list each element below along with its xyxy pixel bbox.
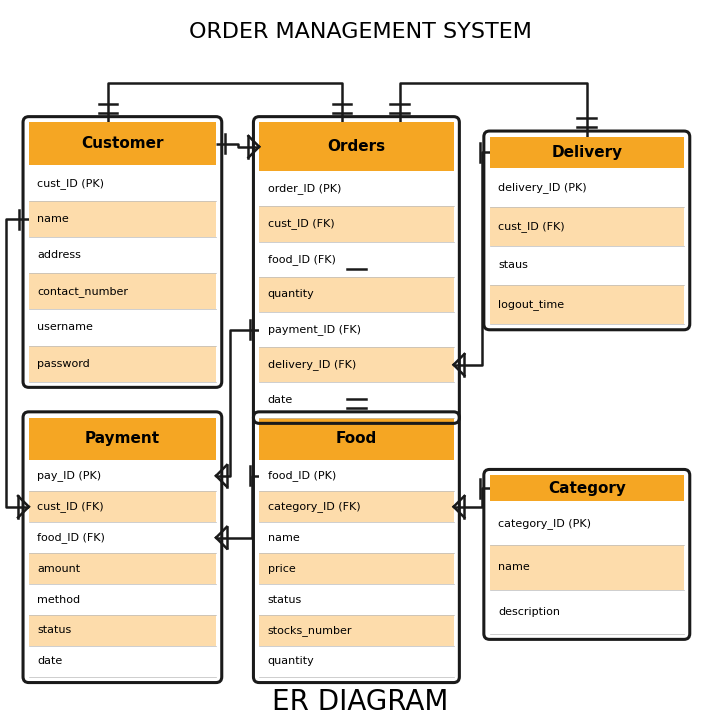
Bar	[259, 241, 454, 276]
Text: logout_time: logout_time	[498, 299, 564, 310]
Bar	[29, 460, 216, 491]
Text: cust_ID (PK): cust_ID (PK)	[37, 178, 104, 189]
Text: address: address	[37, 251, 81, 261]
Text: name: name	[268, 533, 300, 543]
Bar	[259, 312, 454, 347]
Bar	[490, 246, 684, 285]
Text: status: status	[268, 595, 302, 605]
Text: date: date	[37, 657, 63, 666]
Bar	[490, 546, 684, 590]
Bar	[29, 201, 216, 238]
Bar	[29, 522, 216, 553]
Text: name: name	[498, 562, 530, 572]
Text: staus: staus	[498, 261, 528, 271]
Text: price: price	[268, 564, 296, 574]
Text: food_ID (FK): food_ID (FK)	[37, 532, 105, 543]
Text: pay_ID (PK): pay_ID (PK)	[37, 470, 102, 481]
Bar	[259, 207, 454, 241]
Text: date: date	[268, 395, 293, 405]
Bar	[29, 584, 216, 615]
Bar	[490, 475, 684, 501]
Bar	[29, 165, 216, 201]
Text: Customer: Customer	[81, 136, 163, 151]
Text: Food: Food	[336, 431, 377, 446]
Bar	[259, 171, 454, 207]
Text: username: username	[37, 323, 94, 333]
Bar	[259, 347, 454, 382]
Text: password: password	[37, 359, 90, 369]
Text: category_ID (FK): category_ID (FK)	[268, 501, 361, 512]
Bar	[490, 168, 684, 207]
Bar	[29, 346, 216, 382]
Bar	[490, 207, 684, 246]
Bar	[259, 122, 454, 171]
Bar	[259, 460, 454, 491]
Bar	[490, 285, 684, 324]
Text: stocks_number: stocks_number	[268, 625, 352, 636]
Bar	[259, 276, 454, 312]
Text: food_ID (FK): food_ID (FK)	[268, 253, 336, 264]
Text: amount: amount	[37, 564, 81, 574]
Bar	[259, 491, 454, 522]
Text: Payment: Payment	[85, 431, 160, 446]
Bar	[29, 615, 216, 646]
Text: contact_number: contact_number	[37, 286, 128, 297]
Text: method: method	[37, 595, 81, 605]
Bar	[29, 491, 216, 522]
Text: Delivery: Delivery	[552, 145, 622, 160]
Bar	[29, 553, 216, 584]
Bar	[259, 615, 454, 646]
Bar	[259, 646, 454, 677]
Bar	[259, 584, 454, 615]
Bar	[490, 501, 684, 546]
Bar	[259, 522, 454, 553]
Bar	[259, 382, 454, 418]
Text: cust_ID (FK): cust_ID (FK)	[37, 501, 104, 512]
Bar	[29, 122, 216, 165]
Bar	[29, 310, 216, 346]
Text: delivery_ID (FK): delivery_ID (FK)	[268, 359, 356, 370]
Text: name: name	[37, 215, 69, 224]
Bar	[490, 590, 684, 634]
Text: ER DIAGRAM: ER DIAGRAM	[272, 688, 448, 716]
Bar	[259, 553, 454, 584]
Text: Orders: Orders	[328, 139, 385, 154]
Text: category_ID (PK): category_ID (PK)	[498, 518, 591, 528]
Text: quantity: quantity	[268, 289, 315, 300]
Text: Category: Category	[548, 481, 626, 496]
Bar	[29, 418, 216, 460]
Text: delivery_ID (PK): delivery_ID (PK)	[498, 181, 587, 193]
Text: cust_ID (FK): cust_ID (FK)	[268, 218, 335, 230]
Bar	[259, 418, 454, 460]
Bar	[29, 274, 216, 310]
Text: order_ID (PK): order_ID (PK)	[268, 184, 341, 194]
Text: ORDER MANAGEMENT SYSTEM: ORDER MANAGEMENT SYSTEM	[189, 22, 531, 42]
Bar	[29, 238, 216, 274]
Text: quantity: quantity	[268, 657, 315, 666]
Bar	[29, 646, 216, 677]
Text: payment_ID (FK): payment_ID (FK)	[268, 324, 361, 335]
Text: cust_ID (FK): cust_ID (FK)	[498, 221, 565, 232]
Text: status: status	[37, 626, 72, 636]
Bar	[490, 137, 684, 168]
Text: description: description	[498, 606, 560, 616]
Text: food_ID (PK): food_ID (PK)	[268, 470, 336, 481]
